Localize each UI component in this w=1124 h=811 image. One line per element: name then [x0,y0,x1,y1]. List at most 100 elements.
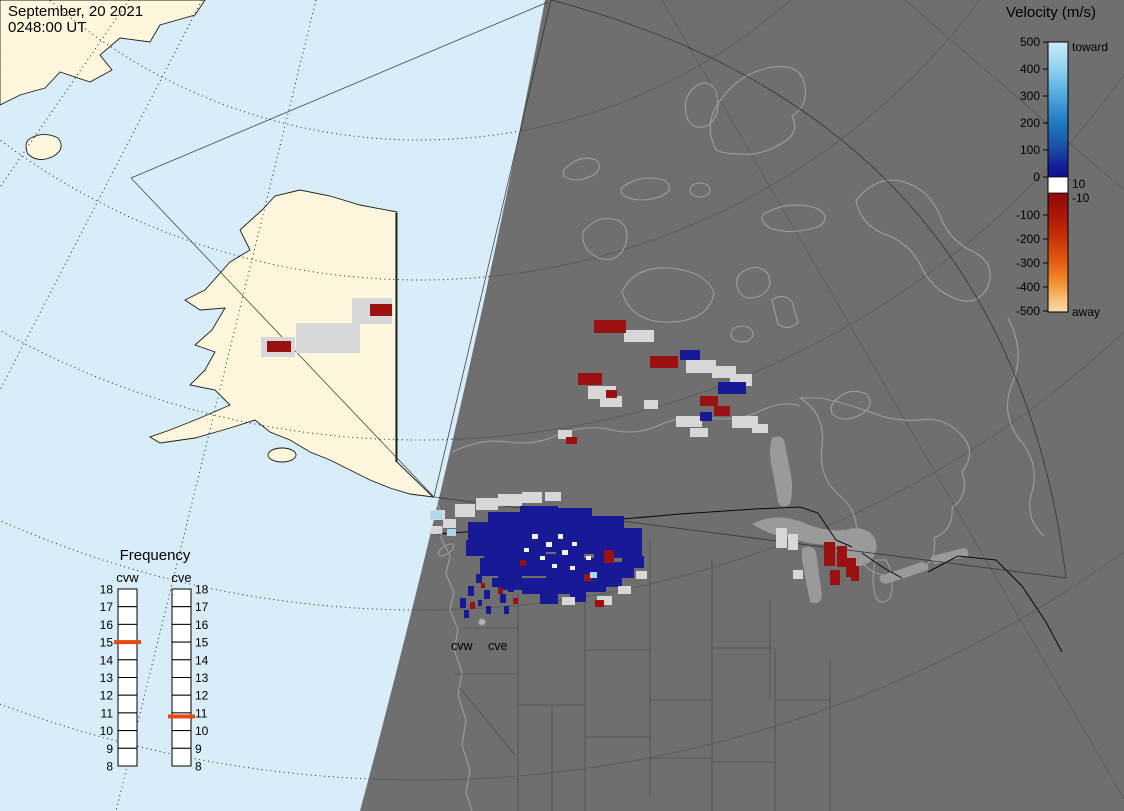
velocity-tick-label: 0 [1033,170,1040,184]
scatter-cell [618,586,631,594]
scatter-cell [267,341,291,352]
velocity-tick-label: -100 [1016,208,1040,222]
scatter-cell [562,597,575,605]
scatter-cell [468,586,474,596]
frequency-tick-label: 17 [195,600,209,614]
scatter-cell [481,583,485,588]
frequency-tick-label: 14 [195,653,209,667]
toward-label: toward [1072,40,1108,54]
frequency-scale-cell [172,678,191,696]
scatter-cell [508,584,514,592]
frequency-tick-label: 11 [195,706,208,720]
frequency-scale-cell [172,589,191,607]
frequency-tick-label: 8 [106,760,113,774]
scatter-cell [500,594,506,603]
frequency-column-label: cve [171,570,191,585]
frequency-tick-label: 9 [195,742,202,756]
frequency-tick-label: 13 [100,671,114,685]
velocity-tick-label: -400 [1016,280,1040,294]
frequency-tick-label: 8 [195,760,202,774]
frequency-tick-label: 15 [100,636,114,650]
scatter-cell [590,572,597,578]
scatter-cell [504,606,509,614]
frequency-scale-cell [172,748,191,766]
time-text: 0248:00 UT [8,19,86,36]
velocity-colorbar-away [1048,193,1068,312]
frequency-scale-cell [118,642,137,660]
scatter-cell [714,406,730,416]
scatter-cell [522,492,542,503]
frequency-scale-cell [118,731,137,749]
frequency-tick-label: 15 [195,636,209,650]
frequency-tick-label: 10 [100,724,114,738]
frequency-scale-cell [118,678,137,696]
scatter-cell [464,610,469,618]
scatter-cell [455,504,475,517]
scatter-cell [562,550,568,555]
scatter-cell [520,506,558,526]
velocity-tick-label: -500 [1016,304,1040,318]
frequency-scale-cell [172,607,191,625]
scatter-cell [630,556,644,568]
kodiak-island [268,448,296,462]
scatter-cell [460,598,466,608]
scatter-cell [690,428,708,437]
scatter-cell [830,570,840,585]
frequency-tick-label: 14 [100,653,114,667]
scatter-cell [595,600,604,607]
scatter-cell [578,373,602,385]
velocity-tick-label: -300 [1016,256,1040,270]
frequency-column-label: cvw [116,570,139,585]
scatter-cell [488,512,522,534]
scatter-cell [594,320,626,333]
velocity-gap-label: -10 [1072,191,1090,205]
scatter-cell [718,382,746,394]
scatter-cell [650,356,678,368]
scatter-cell [604,550,614,563]
scatter-cell [513,598,518,604]
scatter-cell [552,564,557,568]
scatter-cell [476,574,482,583]
scatter-cell [431,511,442,519]
frequency-scale-cell [172,731,191,749]
scatter-cell [558,534,563,539]
frequency-tick-label: 16 [100,618,114,632]
away-label: away [1072,305,1100,319]
scatter-cell [676,416,702,427]
scatter-cell [624,330,654,342]
scatter-cell [546,542,552,547]
frequency-scale-cell [118,713,137,731]
frequency-tick-label: 17 [100,600,114,614]
scatter-cell [851,566,859,581]
scatter-cell [524,548,529,552]
frequency-scale-cell [172,660,191,678]
scatter-cell [540,556,545,560]
scatter-cell [494,568,499,575]
frequency-scale-cell [118,607,137,625]
frequency-tick-label: 13 [195,671,209,685]
scatter-cell [788,534,798,550]
scatter-cell [570,566,575,570]
frequency-legend-title: Frequency [120,547,191,564]
frequency-tick-label: 12 [195,689,209,703]
frequency-marker [114,640,141,644]
scatter-cell [752,424,768,433]
velocity-tick-label: 300 [1020,89,1040,103]
map-canvas: cvw cve September, 20 2021 0248:00 UT Ve… [0,0,1124,811]
scatter-cell [636,571,647,579]
scatter-cell [554,578,584,594]
frequency-scale-cell [118,624,137,642]
scatter-cell [476,498,498,510]
velocity-colorbar-toward [1048,42,1068,177]
scatter-cell [540,594,558,604]
scatter-cell [837,546,847,567]
frequency-scale-cell [118,695,137,713]
velocity-colorbar-gap [1048,177,1068,193]
scatter-cell [492,578,498,587]
radar-site-label-cve: cve [488,639,508,653]
superdarn-velocity-map: cvw cve September, 20 2021 0248:00 UT Ve… [0,0,1124,811]
frequency-scale-cell [118,589,137,607]
scatter-cell [546,554,584,578]
frequency-scale-cell [118,660,137,678]
scatter-cell [522,578,554,594]
